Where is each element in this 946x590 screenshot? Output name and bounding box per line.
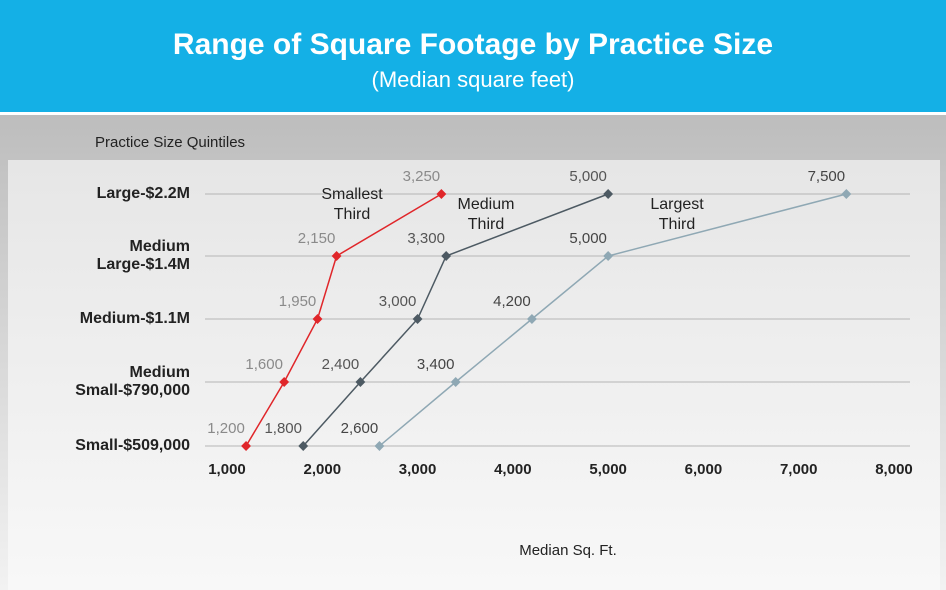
data-label: 2,600: [341, 420, 379, 437]
data-label: 1,600: [245, 356, 283, 373]
y-tick-label: Medium-$1.1M: [80, 310, 190, 327]
data-label: 7,500: [808, 168, 846, 185]
data-label: 3,400: [417, 356, 455, 373]
x-tick-label: 2,000: [304, 461, 342, 478]
point: [441, 251, 452, 261]
x-tick-label: 4,000: [494, 461, 532, 478]
legend-label: Smallest: [321, 186, 383, 203]
data-label: 5,000: [569, 168, 607, 185]
data-label: 3,000: [379, 293, 417, 310]
legend-label: Medium: [458, 196, 515, 213]
point: [450, 377, 461, 387]
data-label: 1,800: [264, 420, 302, 437]
plot-area: [8, 160, 940, 590]
data-label: 5,000: [569, 230, 607, 247]
point: [331, 251, 342, 261]
legend-label: Largest: [650, 196, 704, 213]
chart-title: Range of Square Footage by Practice Size: [173, 28, 773, 61]
data-label: 3,300: [407, 230, 445, 247]
point: [603, 251, 614, 261]
data-label: 2,150: [298, 230, 336, 247]
data-label: 1,950: [279, 293, 317, 310]
y-tick-label: Large-$2.2M: [97, 185, 190, 202]
point: [841, 189, 852, 199]
chart-subtitle: (Median square feet): [372, 67, 575, 92]
point: [412, 314, 423, 324]
x-tick-label: 8,000: [875, 461, 913, 478]
point: [526, 314, 537, 324]
point: [298, 441, 309, 451]
point: [355, 377, 366, 387]
header-band: [0, 0, 946, 112]
x-tick-label: 6,000: [685, 461, 723, 478]
legend-label: Third: [468, 216, 504, 233]
y-tick-label: Small-$790,000: [75, 382, 190, 399]
data-label: 3,250: [403, 168, 441, 185]
point: [279, 377, 290, 387]
point: [603, 189, 614, 199]
y-tick-label: Medium: [130, 238, 190, 255]
y-tick-label: Medium: [130, 364, 190, 381]
x-tick-label: 3,000: [399, 461, 437, 478]
x-axis-title: Median Sq. Ft.: [519, 542, 617, 559]
data-label: 2,400: [322, 356, 360, 373]
y-tick-label: Small-$509,000: [75, 437, 190, 454]
legend-label: Third: [659, 216, 695, 233]
point: [241, 441, 252, 451]
data-label: 4,200: [493, 293, 531, 310]
point: [436, 189, 447, 199]
data-label: 1,200: [207, 420, 245, 437]
x-tick-label: 7,000: [780, 461, 818, 478]
y-tick-label: Large-$1.4M: [97, 256, 190, 273]
y-axis-title: Practice Size Quintiles: [95, 134, 245, 151]
point: [374, 441, 385, 451]
point: [312, 314, 323, 324]
legend-label: Third: [334, 206, 370, 223]
x-tick-label: 5,000: [589, 461, 627, 478]
x-tick-label: 1,000: [208, 461, 246, 478]
